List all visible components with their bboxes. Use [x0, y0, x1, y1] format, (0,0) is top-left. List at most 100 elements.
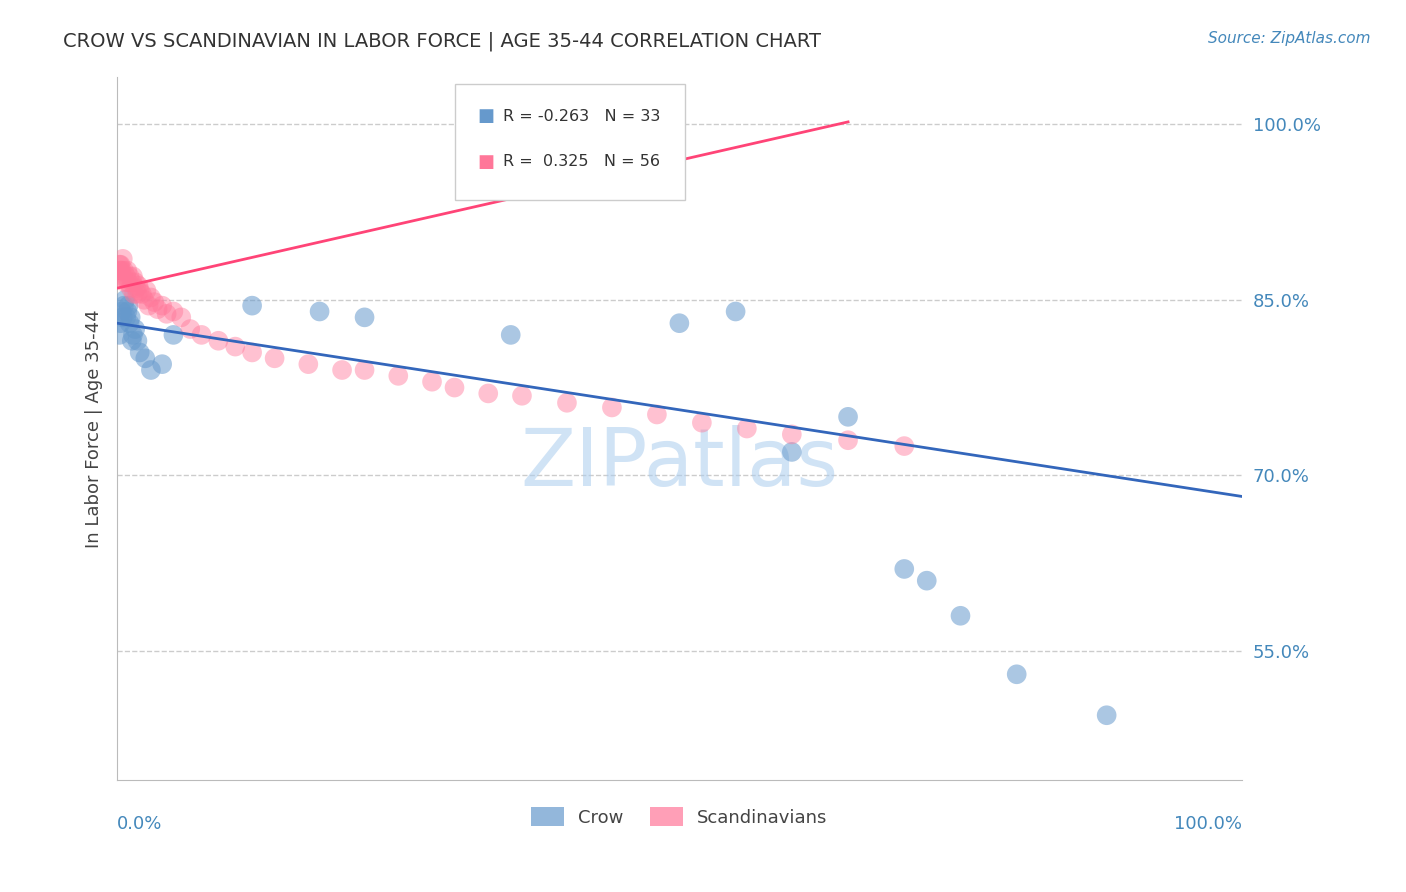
Point [139, 290, 162, 304]
Point [120, 281, 142, 295]
Point [207, 334, 229, 348]
Point [668, 316, 690, 330]
Point [837, 409, 859, 424]
Point [893, 439, 915, 453]
Point [134, 351, 156, 366]
Text: R = -0.263   N = 33: R = -0.263 N = 33 [503, 109, 661, 124]
Point [240, 345, 263, 359]
Text: 0.0%: 0.0% [117, 814, 163, 833]
Point [120, 310, 142, 325]
Point [600, 401, 623, 415]
Point [118, 269, 141, 284]
Point [108, 258, 131, 272]
Point [107, 269, 129, 284]
Point [114, 275, 136, 289]
Point [114, 293, 136, 307]
Point [112, 263, 135, 277]
Point [353, 310, 375, 325]
Point [124, 275, 146, 289]
Point [645, 408, 668, 422]
Point [122, 269, 145, 284]
Point [138, 299, 160, 313]
Point [117, 263, 139, 277]
FancyBboxPatch shape [454, 85, 685, 201]
Point [297, 357, 319, 371]
Point [443, 380, 465, 394]
Point [117, 304, 139, 318]
Point [117, 275, 139, 289]
Point [121, 275, 143, 289]
Point [893, 562, 915, 576]
Point [1095, 708, 1118, 723]
Point [134, 293, 156, 307]
Point [387, 368, 409, 383]
Text: ■: ■ [477, 107, 494, 125]
Point [111, 304, 134, 318]
Point [128, 284, 150, 298]
Point [127, 334, 149, 348]
Point [510, 389, 533, 403]
Point [125, 281, 148, 295]
Point [139, 363, 162, 377]
Legend: Crow, Scandinavians: Crow, Scandinavians [524, 800, 835, 834]
Text: R =  0.325   N = 56: R = 0.325 N = 56 [503, 154, 659, 169]
Point [156, 307, 179, 321]
Point [150, 357, 173, 371]
Point [111, 310, 134, 325]
Point [117, 299, 139, 313]
Text: ZIPatlas: ZIPatlas [520, 425, 838, 502]
Point [915, 574, 938, 588]
Point [135, 284, 157, 298]
Point [690, 416, 713, 430]
Point [555, 396, 578, 410]
Point [131, 287, 153, 301]
Point [330, 363, 353, 377]
Point [263, 351, 285, 366]
Point [949, 608, 972, 623]
Point [162, 304, 184, 318]
Text: 100.0%: 100.0% [1174, 814, 1241, 833]
Point [128, 345, 150, 359]
Y-axis label: In Labor Force | Age 35-44: In Labor Force | Age 35-44 [86, 310, 103, 548]
Point [780, 445, 803, 459]
Point [128, 278, 150, 293]
Point [499, 327, 522, 342]
Point [111, 269, 134, 284]
Text: ■: ■ [477, 153, 494, 170]
Point [308, 304, 330, 318]
Point [146, 302, 169, 317]
Point [162, 327, 184, 342]
Point [127, 287, 149, 301]
Point [122, 327, 145, 342]
Point [353, 363, 375, 377]
Point [170, 310, 193, 325]
Text: Source: ZipAtlas.com: Source: ZipAtlas.com [1208, 31, 1371, 46]
Point [112, 299, 135, 313]
Point [150, 299, 173, 313]
Point [224, 340, 246, 354]
Point [122, 287, 145, 301]
Point [110, 263, 132, 277]
Point [108, 327, 131, 342]
Point [110, 258, 132, 272]
Point [115, 310, 138, 325]
Point [837, 434, 859, 448]
Point [143, 295, 166, 310]
Point [115, 269, 138, 284]
Text: CROW VS SCANDINAVIAN IN LABOR FORCE | AGE 35-44 CORRELATION CHART: CROW VS SCANDINAVIAN IN LABOR FORCE | AG… [63, 31, 821, 51]
Point [111, 252, 134, 266]
Point [420, 375, 443, 389]
Point [780, 427, 803, 442]
Point [179, 322, 201, 336]
Point [1005, 667, 1028, 681]
Point [724, 304, 747, 318]
Point [735, 421, 758, 435]
Point [124, 322, 146, 336]
Point [240, 299, 263, 313]
Point [121, 334, 143, 348]
Point [477, 386, 499, 401]
Point [118, 316, 141, 330]
Point [108, 263, 131, 277]
Point [111, 263, 134, 277]
Point [190, 327, 212, 342]
